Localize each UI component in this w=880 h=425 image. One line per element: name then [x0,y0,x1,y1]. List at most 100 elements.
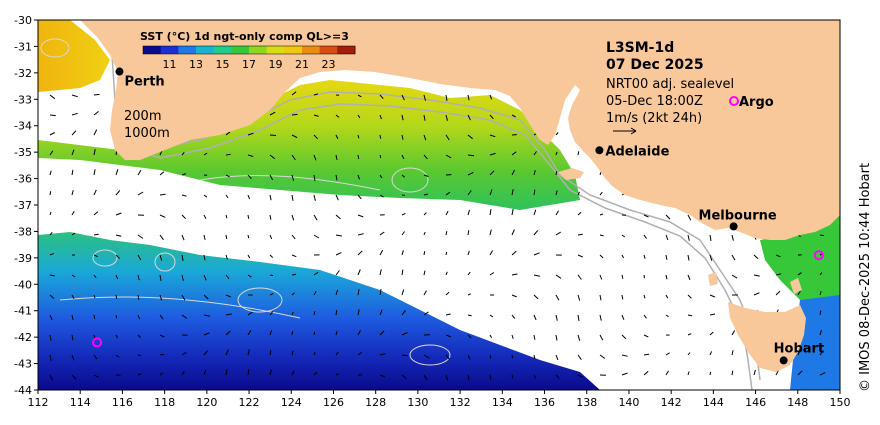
current-vector [181,294,186,301]
current-vector [71,130,77,136]
current-vector [467,114,471,121]
current-vector [357,134,360,139]
colorbar-tick-label: 13 [189,58,203,71]
current-vector [291,370,295,376]
current-vector [511,209,514,216]
current-vector [511,354,514,359]
current-vector [357,154,360,159]
current-vector [599,254,604,259]
current-vector [489,334,493,339]
current-vector [577,314,580,321]
current-vector [379,174,383,179]
current-vector [533,230,539,236]
current-vector [137,294,140,300]
current-vector [599,314,602,321]
current-vector [247,329,252,336]
current-vector [687,214,692,221]
current-vector [445,191,451,196]
current-vector [181,214,187,220]
current-vector [49,314,53,321]
current-vector [203,214,207,220]
current-vector [467,293,471,296]
lon-tick-label: 114 [70,396,91,409]
colorbar-tick-label: 17 [242,58,256,71]
current-vector [203,350,208,356]
current-vector [489,272,495,276]
current-vector [687,352,691,356]
current-vector [225,274,230,280]
lat-tick-label: -33 [14,93,32,106]
lon-tick-label: 136 [534,396,555,409]
current-vector [731,370,734,376]
current-vector [93,354,98,360]
current-vector [313,351,316,356]
current-vector [467,134,473,140]
city-markers: Perth Adelaide Melbourne Hobart [115,67,825,365]
colorbar-segment [302,46,321,54]
lon-tick-label: 124 [281,396,302,409]
current-vector [643,234,648,239]
current-vector [423,290,427,296]
current-vector [181,151,185,156]
current-vector [225,214,228,219]
current-vector [291,311,294,316]
current-vector [247,132,254,136]
current-vector [489,152,496,156]
current-vector [401,134,404,140]
lon-tick-label: 116 [112,396,133,409]
current-vector [313,271,319,276]
current-vector [357,214,364,218]
current-vector [533,252,540,256]
land-australia [38,20,840,240]
current-vector [93,211,99,216]
current-vector [181,351,187,356]
current-vector [709,254,713,261]
lon-tick-label: 144 [703,396,724,409]
lat-tick-label: -41 [14,305,32,318]
current-vector [159,234,164,241]
current-vector [687,333,692,336]
current-vector [401,310,406,316]
current-vector [731,234,734,241]
current-vector [423,174,429,177]
current-vector [599,234,604,237]
current-vector [445,94,448,101]
sst-contours [40,38,451,366]
lon-tick-label: 134 [492,396,513,409]
longitude-axis: 112 114 116 118 120 122 124 126 128 130 132 134 136 1… [28,390,851,409]
current-vector [665,254,668,260]
current-vector [71,94,78,98]
current-vector [577,211,582,216]
current-vector [291,214,295,221]
colorbar-tick-label: 21 [295,58,309,71]
current-vector [203,234,206,240]
current-vector [753,254,759,260]
current-vector [511,189,514,196]
current-vector [335,351,339,356]
current-vector [555,132,559,136]
credit-text: © IMOS 08-Dec-2025 10:44 Hobart [858,163,873,392]
current-vector [401,174,406,178]
current-vector [49,294,55,299]
current-vector [467,209,470,216]
argo-markers [92,250,824,348]
current-vector [555,171,558,176]
city-label: Hobart [774,341,825,356]
current-vector [247,174,252,179]
current-vector [621,234,626,238]
current-vector [225,174,230,178]
current-vector [335,289,339,296]
current-vector [533,374,537,379]
current-vector [159,372,164,376]
current-vector [665,294,669,299]
current-vector [313,93,319,96]
current-vector [115,274,119,280]
lon-tick-label: 118 [154,396,175,409]
colorbar-tick-label: 11 [163,58,177,71]
argo-float-marker [813,250,824,261]
colorbar-segment [319,46,338,54]
current-vector [577,354,582,360]
scale-arrow-icon [613,127,637,135]
current-vector [401,354,408,357]
current-vector [49,114,56,117]
